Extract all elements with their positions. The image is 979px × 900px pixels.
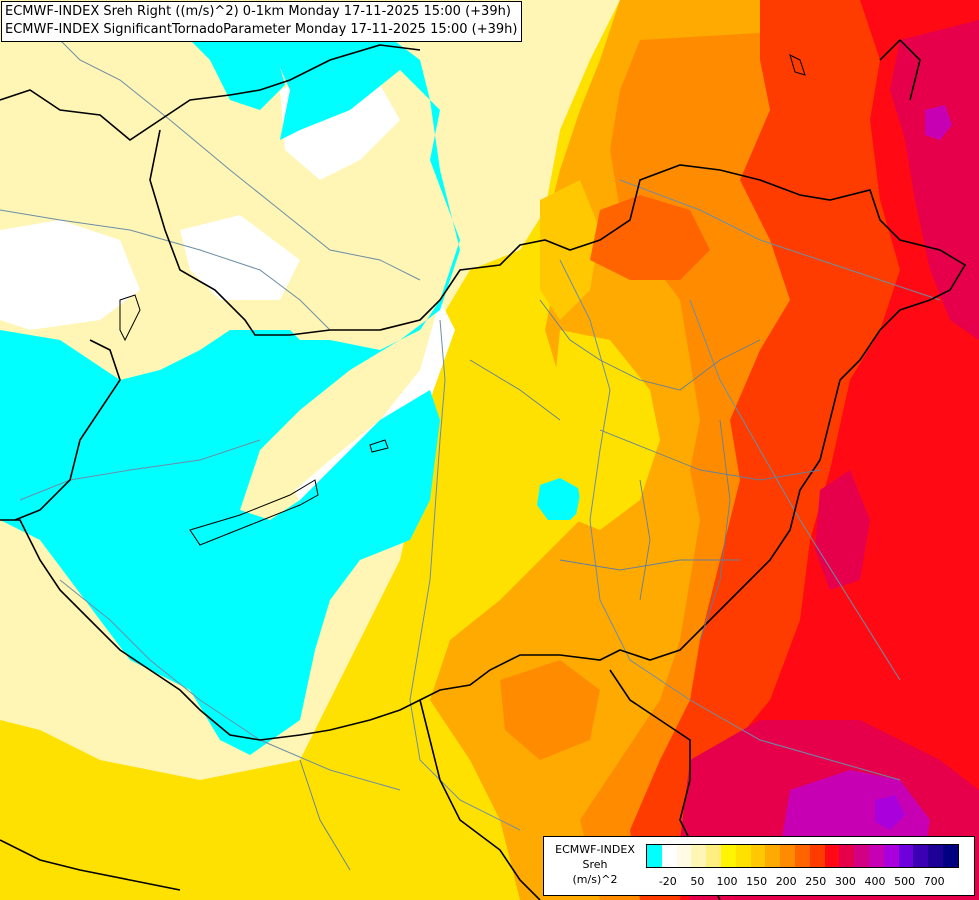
purple-spot-southeast <box>875 795 905 830</box>
red-region-north <box>590 195 710 280</box>
legend-swatch <box>928 845 943 867</box>
legend-swatch <box>720 845 736 867</box>
legend-swatch <box>854 845 869 867</box>
title-line-sreh: ECMWF-INDEX Sreh Right ((m/s)^2) 0-1km M… <box>5 4 511 19</box>
legend-swatch <box>824 845 840 867</box>
lake-outlines <box>119 54 806 546</box>
white-patch-northwest <box>0 220 140 330</box>
legend-swatch <box>868 845 884 867</box>
legend-title-line3: (m/s)^2 <box>572 873 618 886</box>
title-line-stp: ECMWF-INDEX SignificantTornadoParameter … <box>5 22 518 37</box>
legend-tick-label: 150 <box>746 875 768 888</box>
legend-swatch <box>780 845 795 867</box>
legend-tick-row: -20 50 100 150 200 250 300 400 500 700 <box>646 875 966 891</box>
legend-tick-label: 50 <box>690 875 705 888</box>
legend-tick-label: 400 <box>864 875 886 888</box>
legend-swatch <box>883 845 899 867</box>
legend-tick-label: 250 <box>805 875 827 888</box>
legend-swatch <box>809 845 825 867</box>
legend-swatch <box>898 845 914 867</box>
legend-tick-label: -20 <box>658 875 677 888</box>
legend-title-line2: Sreh <box>582 858 608 871</box>
legend-swatch <box>706 845 721 867</box>
legend-swatch <box>765 845 781 867</box>
legend-tick-label: 300 <box>834 875 856 888</box>
legend-tick-label: 200 <box>775 875 797 888</box>
legend-swatch <box>913 845 929 867</box>
legend-swatch-row <box>646 844 959 868</box>
white-patch-center <box>180 215 300 300</box>
legend-title-line1: ECMWF-INDEX <box>555 843 635 856</box>
legend-tick-label: 700 <box>923 875 945 888</box>
crimson-blob-center <box>815 470 870 590</box>
colorbar-legend: ECMWF-INDEX Sreh (m/s)^2 -20 50 100 150 200 2… <box>543 836 975 896</box>
legend-swatch <box>794 845 810 867</box>
legend-swatch <box>647 845 662 867</box>
magenta-spot-northeast <box>925 105 952 140</box>
legend-swatch <box>661 845 677 867</box>
legend-tick-label: 500 <box>894 875 916 888</box>
legend-swatch <box>750 845 766 867</box>
legend-title: ECMWF-INDEX Sreh (m/s)^2 <box>544 842 646 887</box>
map-title-box: ECMWF-INDEX Sreh Right ((m/s)^2) 0-1km M… <box>1 1 523 42</box>
red-region-southeast <box>680 0 979 900</box>
legend-swatch <box>735 845 751 867</box>
legend-tick-label: 100 <box>716 875 738 888</box>
legend-swatch <box>839 845 855 867</box>
legend-swatch <box>676 845 692 867</box>
region-borders <box>299 299 821 871</box>
cyan-region-west[interactable] <box>0 5 460 755</box>
legend-swatch <box>942 845 958 867</box>
cyan-pocket-center[interactable] <box>537 478 582 520</box>
orange-red-patch-south <box>500 660 600 760</box>
legend-swatch <box>691 845 707 867</box>
yellow-intrusion-center <box>555 330 660 530</box>
